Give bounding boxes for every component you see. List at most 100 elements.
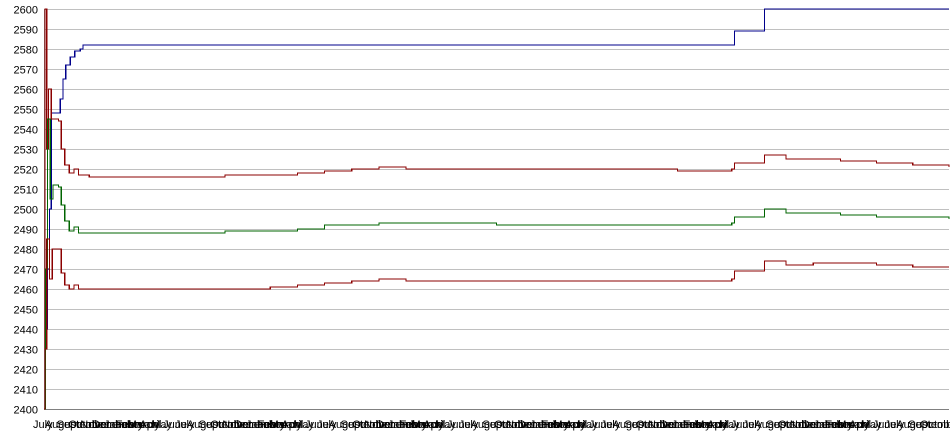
x-tick-label: May <box>861 419 882 431</box>
x-tick-label: March <box>128 419 159 431</box>
x-tick-label: August <box>471 419 505 431</box>
x-tick-label: February <box>258 419 303 431</box>
x-tick-label: August <box>187 419 221 431</box>
x-tick-label: August <box>613 419 647 431</box>
x-tick-label: May <box>577 419 598 431</box>
x-tick-label: April <box>849 419 871 431</box>
x-tick-label: August <box>754 419 788 431</box>
y-tick-label: 2520 <box>14 165 38 177</box>
y-tick-label: 2490 <box>14 225 38 237</box>
x-tick-label: January <box>246 419 286 431</box>
x-tick-label: March <box>695 419 726 431</box>
x-tick-label: October <box>68 419 107 431</box>
y-tick-label: 2550 <box>14 105 38 117</box>
y-tick-label: 2600 <box>14 5 38 17</box>
x-tick-label: June <box>447 419 471 431</box>
y-tick-label: 2580 <box>14 45 38 57</box>
y-tick-label: 2400 <box>14 405 38 417</box>
x-tick-label: September <box>340 419 394 431</box>
x-tick-label: January <box>530 419 570 431</box>
x-tick-label: December <box>234 419 285 431</box>
y-tick-label: 2540 <box>14 125 38 137</box>
x-tick-label: September <box>908 419 950 431</box>
x-tick-label: September <box>766 419 820 431</box>
x-tick-label: October <box>636 419 675 431</box>
x-tick-label: September <box>482 419 536 431</box>
x-tick-label: December <box>802 419 853 431</box>
x-tick-label: February <box>542 419 587 431</box>
x-tick-label: April <box>565 419 587 431</box>
x-tick-label: July <box>317 419 337 431</box>
x-tick-label: September <box>624 419 678 431</box>
x-tick-label: January <box>388 419 428 431</box>
x-tick-label: July <box>885 419 905 431</box>
x-tick-label: December <box>518 419 569 431</box>
x-tick-label: July <box>743 419 763 431</box>
x-tick-label: February <box>116 419 161 431</box>
x-tick-label: July <box>459 419 479 431</box>
x-tick-label: April <box>707 419 729 431</box>
x-tick-label: November <box>648 419 699 431</box>
x-tick-label: December <box>660 419 711 431</box>
y-tick-label: 2460 <box>14 285 38 297</box>
y-tick-label: 2450 <box>14 305 38 317</box>
x-tick-label: May <box>151 419 172 431</box>
x-tick-label: April <box>139 419 161 431</box>
x-tick-label: October <box>920 419 950 431</box>
x-tick-label: June <box>589 419 613 431</box>
x-tick-label: May <box>719 419 740 431</box>
y-tick-label: 2500 <box>14 205 38 217</box>
series-line-2 <box>44 8 950 410</box>
x-tick-label: December <box>376 419 427 431</box>
series-lines <box>44 8 950 410</box>
y-tick-label: 2530 <box>14 145 38 157</box>
x-tick-label: July <box>175 419 195 431</box>
y-tick-label: 2440 <box>14 325 38 337</box>
x-tick-label: June <box>163 419 187 431</box>
x-tick-label: March <box>270 419 301 431</box>
y-tick-label: 2430 <box>14 345 38 357</box>
x-tick-label: June <box>731 419 755 431</box>
series-line-4 <box>44 238 949 410</box>
x-tick-label: December <box>92 419 143 431</box>
x-tick-label: August <box>329 419 363 431</box>
x-tick-label: January <box>814 419 854 431</box>
x-tick-label: August <box>896 419 930 431</box>
x-tick-label: October <box>494 419 533 431</box>
x-tick-label: October <box>210 419 249 431</box>
x-tick-label: November <box>790 419 841 431</box>
y-axis-tick-labels: 2400 2410 2420 2430 2440 2450 2460 2470 2480 2490… <box>14 5 38 417</box>
x-tick-label: October <box>352 419 391 431</box>
y-tick-label: 2480 <box>14 245 38 257</box>
x-tick-label: August <box>45 419 79 431</box>
y-tick-label: 2560 <box>14 85 38 97</box>
x-tick-label: June <box>873 419 897 431</box>
x-tick-label: July <box>601 419 621 431</box>
series-line-3 <box>44 118 950 410</box>
x-tick-label: June <box>305 419 329 431</box>
x-tick-label: November <box>364 419 415 431</box>
x-tick-label: November <box>222 419 273 431</box>
x-tick-label: November <box>506 419 557 431</box>
x-tick-label: September <box>57 419 111 431</box>
gridlines <box>44 9 949 410</box>
x-tick-label: January <box>672 419 712 431</box>
x-axis-tick-labels: JulyAugustSeptemberOctoberNovemberDecemb… <box>33 419 950 431</box>
x-tick-label: March <box>553 419 584 431</box>
x-tick-label: May <box>435 419 456 431</box>
y-tick-label: 2420 <box>14 365 38 377</box>
x-tick-label: September <box>199 419 253 431</box>
x-tick-label: October <box>778 419 817 431</box>
x-tick-label: January <box>104 419 144 431</box>
x-tick-label: April <box>281 419 303 431</box>
y-tick-label: 2410 <box>14 385 38 397</box>
x-tick-label: February <box>683 419 728 431</box>
y-tick-label: 2510 <box>14 185 38 197</box>
y-tick-label: 2590 <box>14 25 38 37</box>
x-tick-label: March <box>837 419 868 431</box>
x-tick-label: May <box>293 419 314 431</box>
x-tick-label: February <box>825 419 870 431</box>
x-tick-label: November <box>80 419 131 431</box>
y-tick-label: 2570 <box>14 65 38 77</box>
